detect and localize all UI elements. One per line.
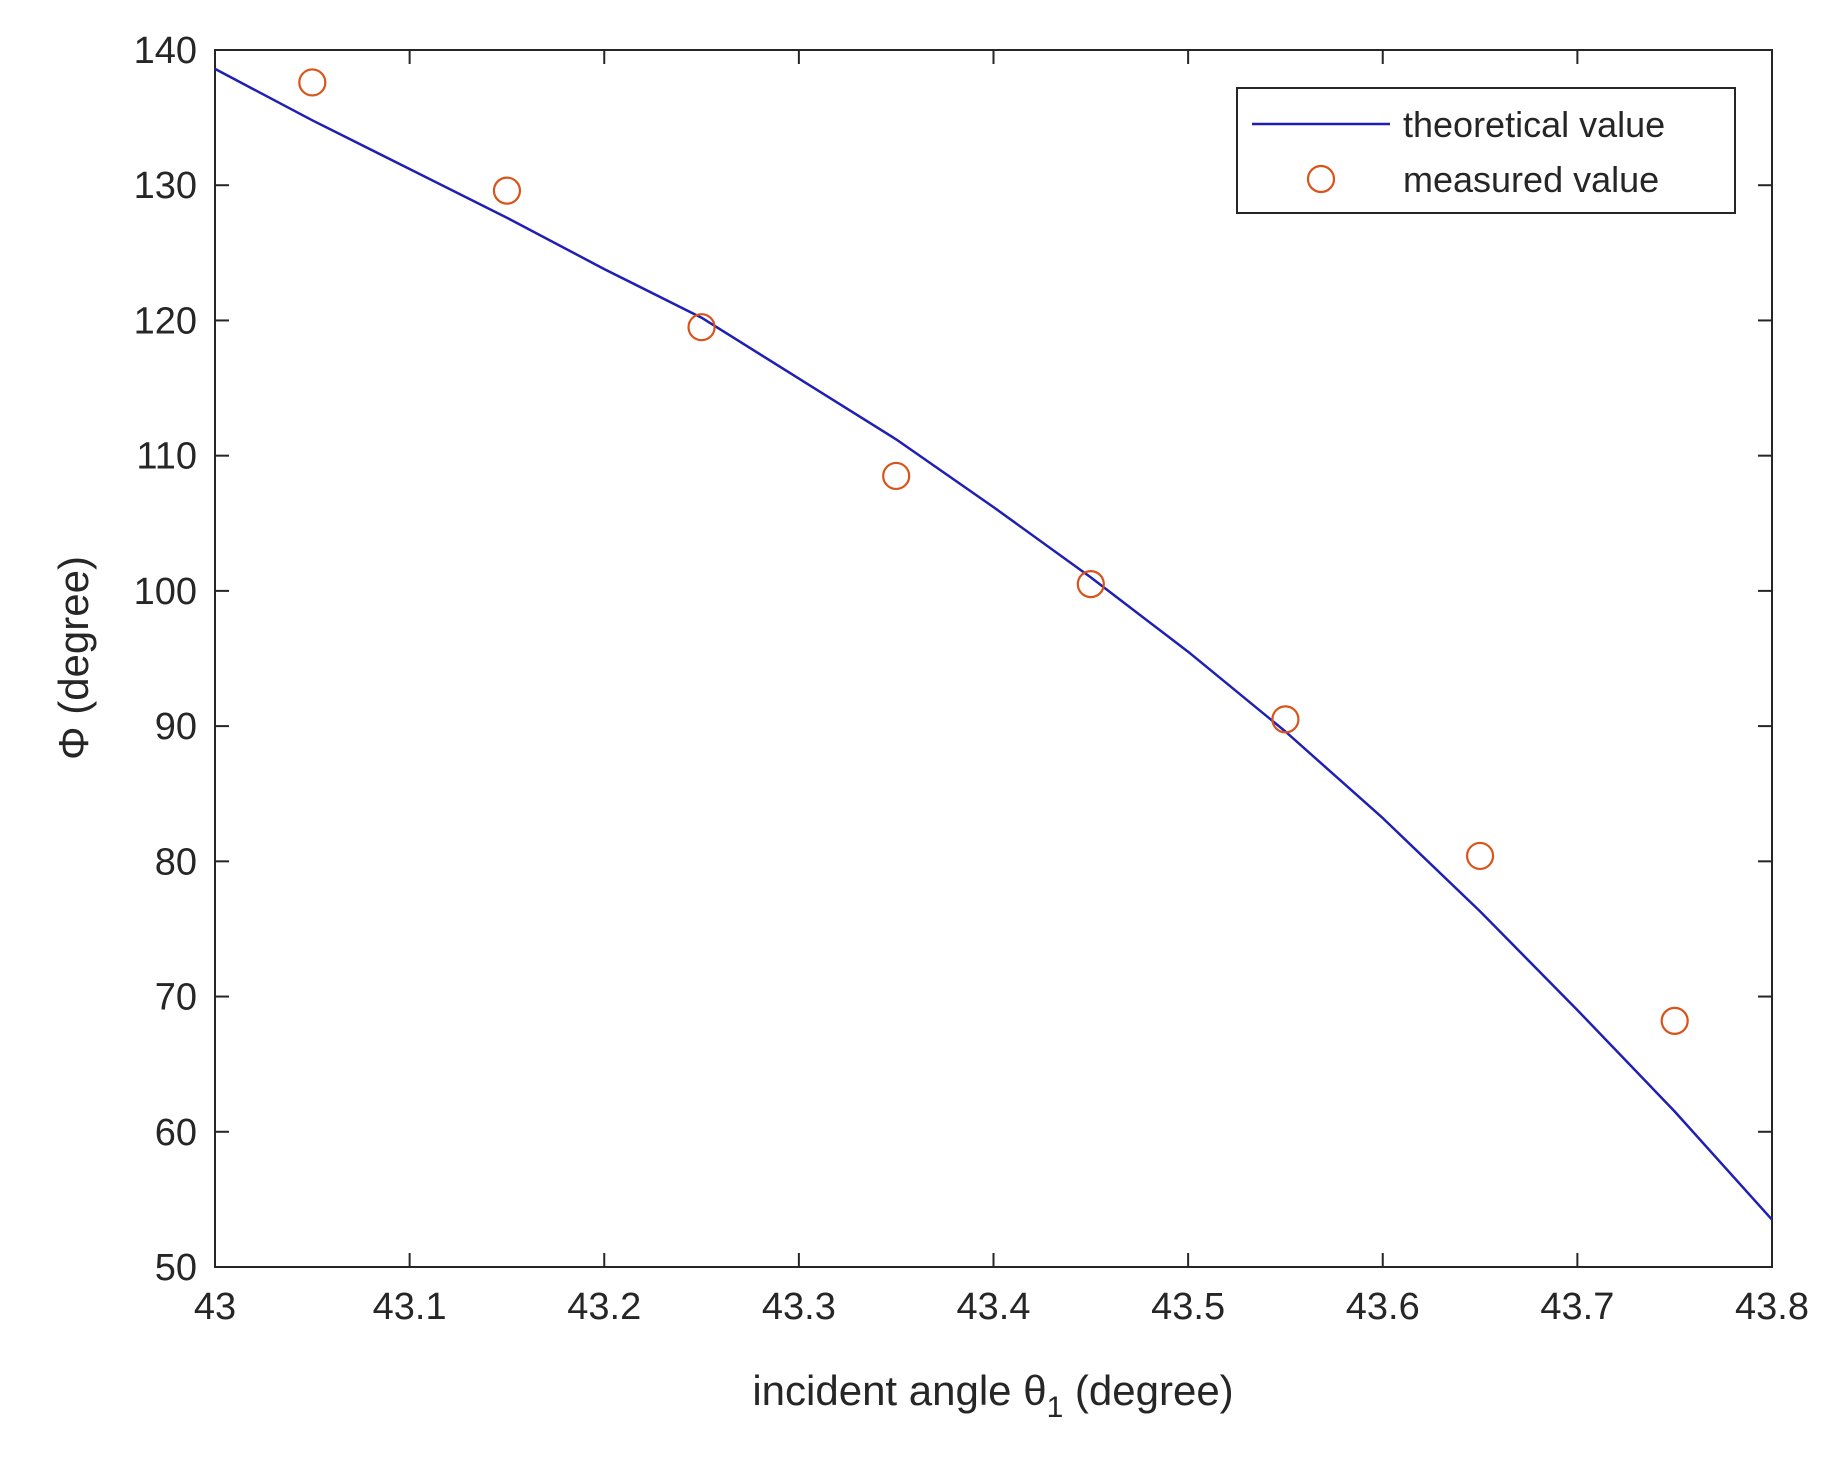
measured-value-point xyxy=(1660,1006,1689,1035)
y-tick-label: 110 xyxy=(136,436,197,478)
theoretical-value-line xyxy=(214,67,1773,1221)
legend-marker-swatch xyxy=(1306,164,1336,194)
y-tick-label: 130 xyxy=(134,165,197,207)
measured-value-point xyxy=(1465,841,1495,871)
y-tick-label: 80 xyxy=(155,841,197,883)
x-tick-label: 43.7 xyxy=(1540,1286,1614,1328)
x-tick-label: 43.8 xyxy=(1735,1286,1809,1328)
y-tick-label: 90 xyxy=(155,706,197,748)
measured-value-point xyxy=(1271,705,1300,734)
x-tick-label: 43.3 xyxy=(762,1286,836,1328)
measured-value-point xyxy=(298,68,327,97)
measured-value-point xyxy=(492,176,522,205)
x-tick-label: 43.5 xyxy=(1151,1286,1225,1328)
y-tick-label: 100 xyxy=(134,571,197,613)
measured-value-point xyxy=(687,313,716,342)
x-tick-label: 43 xyxy=(194,1286,236,1328)
legend: theoretical value measured value xyxy=(1236,87,1736,214)
x-axis-label: incident angle θ1 (degree) xyxy=(752,1367,1233,1424)
x-axis-label-tail: (degree) xyxy=(1063,1367,1233,1414)
x-tick-label: 43.4 xyxy=(957,1286,1031,1328)
measured-value-point xyxy=(882,461,911,491)
x-axis-label-main: incident angle θ xyxy=(752,1367,1046,1414)
series-layer xyxy=(214,67,1773,1221)
y-tick-label: 70 xyxy=(155,977,197,1019)
x-axis-label-subscript: 1 xyxy=(1047,1391,1064,1424)
y-tick-label: 50 xyxy=(155,1247,197,1289)
y-tick-label: 60 xyxy=(155,1112,197,1154)
y-tick-label: 140 xyxy=(134,30,197,72)
x-tick-label: 43.1 xyxy=(373,1286,447,1328)
legend-label-measured: measured value xyxy=(1403,159,1659,200)
y-tick-label: 120 xyxy=(134,300,197,342)
axis-ticks xyxy=(214,49,1773,1268)
legend-label-theoretical: theoretical value xyxy=(1403,104,1665,145)
x-tick-label: 43.6 xyxy=(1346,1286,1420,1328)
y-axis-label: Φ (degree) xyxy=(50,556,97,760)
measured-value-point xyxy=(1076,570,1105,599)
x-tick-label: 43.2 xyxy=(567,1286,641,1328)
plot-area xyxy=(214,49,1773,1268)
axis-tick-labels: 43 43.1 43.2 43.3 43.4 43.5 43.6 43.7 43.8 50 60 70… xyxy=(134,30,1809,1328)
